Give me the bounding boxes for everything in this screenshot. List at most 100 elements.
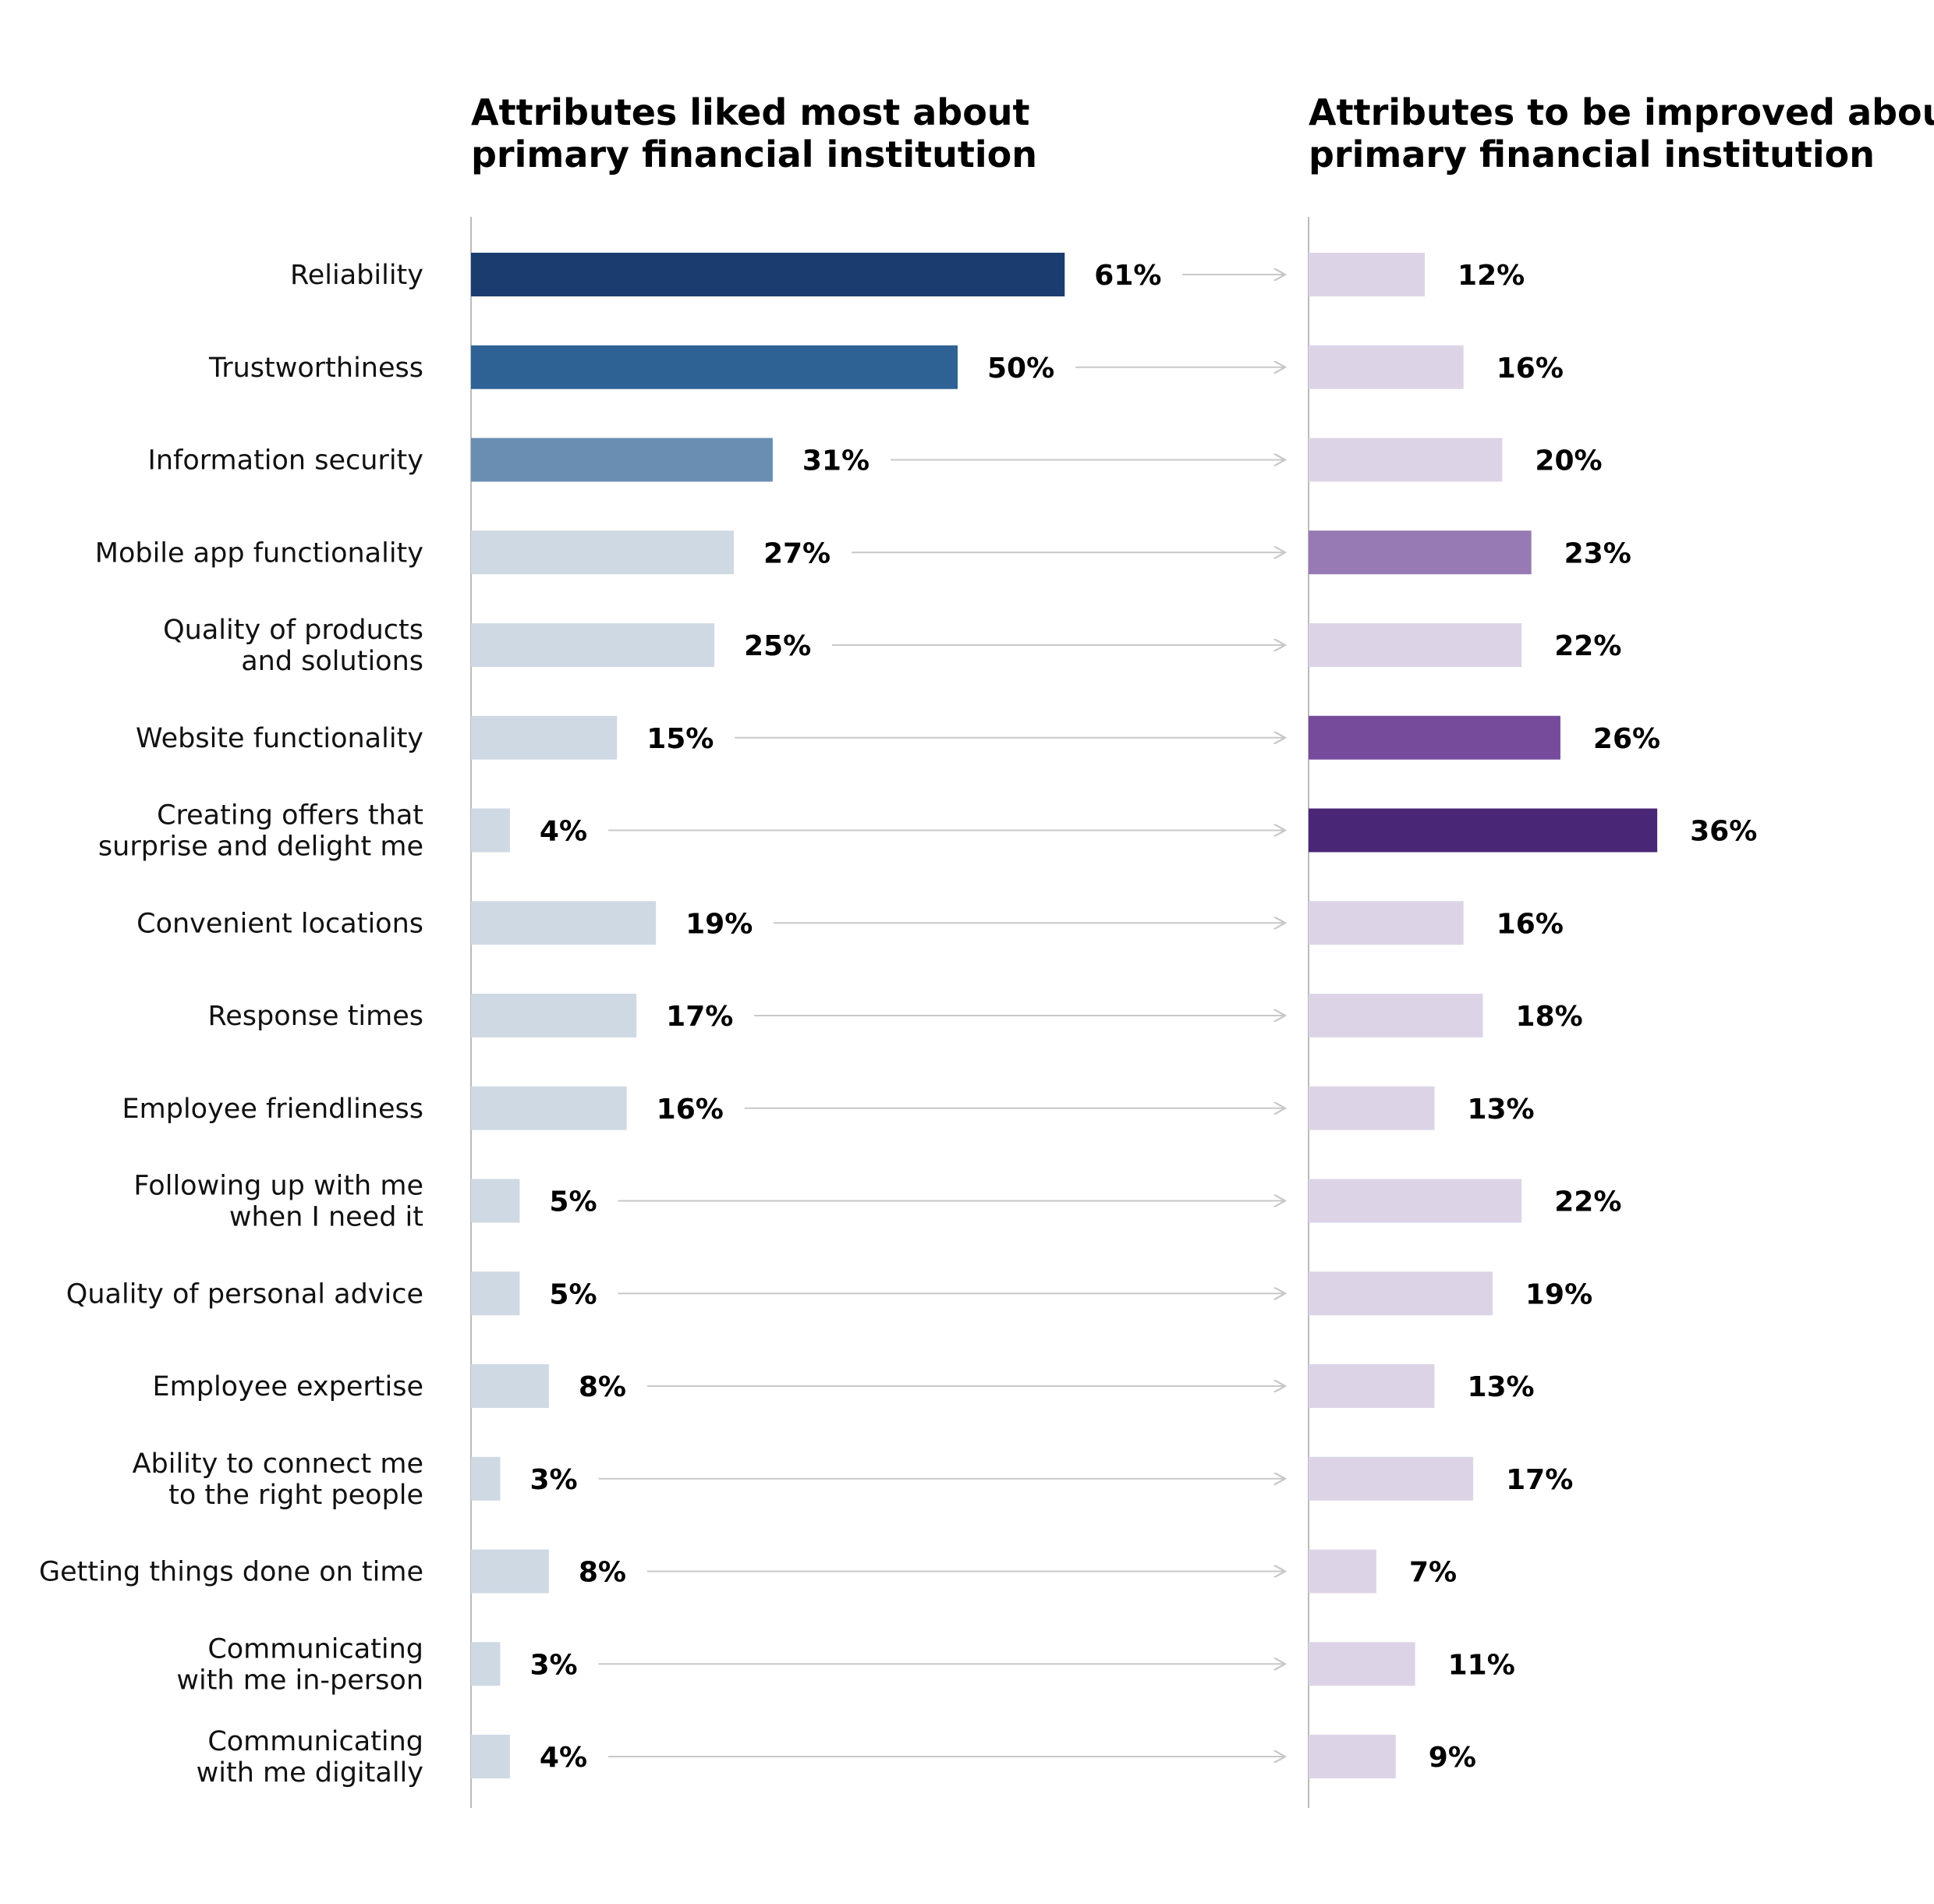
improve-value-label: 13%	[1467, 1371, 1534, 1403]
category-label: Information security	[148, 445, 423, 477]
category-label-line: Following up with me	[133, 1171, 423, 1202]
liked-value-label: 25%	[744, 630, 811, 662]
category-label-line: Getting things done on time	[39, 1557, 423, 1588]
left-chart-title-line-1: Attributes liked most about	[471, 91, 1030, 133]
category-label-line: Communicating	[207, 1726, 423, 1757]
liked-bar	[471, 1271, 520, 1316]
category-label-line: Communicating	[207, 1633, 423, 1665]
right-chart-title-line-1: Attributes to be improved about	[1309, 91, 1934, 133]
liked-value-label: 27%	[763, 537, 831, 569]
liked-bar	[471, 1179, 520, 1223]
liked-value-label: 17%	[666, 1001, 733, 1033]
improve-value-label: 9%	[1429, 1742, 1476, 1774]
improve-value-label: 22%	[1554, 1186, 1621, 1218]
right-chart-title-line-2: primary financial institution	[1309, 133, 1875, 176]
category-label-line: Employee friendliness	[122, 1094, 423, 1125]
liked-bar	[471, 901, 657, 945]
category-label-line: Quality of personal advice	[66, 1278, 423, 1310]
category-label-line: to the right people	[168, 1480, 423, 1511]
category-label: Communicating with me in-person	[176, 1633, 423, 1696]
category-label: Following up with me when I need it	[133, 1171, 423, 1233]
category-label: Creating offers that surprise and delight…	[98, 800, 423, 863]
liked-value-label: 3%	[530, 1649, 577, 1681]
improve-bar	[1309, 253, 1426, 296]
category-label: Ability to connect me to the right people	[133, 1448, 423, 1511]
category-label-line: Employee expertise	[153, 1371, 423, 1402]
liked-bar	[471, 1456, 501, 1501]
liked-bar	[471, 623, 714, 667]
liked-value-label: 4%	[540, 1742, 587, 1774]
liked-value-label: 8%	[579, 1557, 626, 1589]
category-label: Reliability	[290, 260, 423, 291]
liked-bar	[471, 530, 734, 575]
category-label: Quality of products and solutions	[163, 615, 423, 677]
improve-bar	[1309, 994, 1483, 1037]
category-label-line: Website functionality	[136, 723, 423, 754]
liked-value-label: 50%	[987, 353, 1054, 385]
category-label-line: and solutions	[241, 646, 423, 677]
category-label: Convenient locations	[136, 908, 423, 939]
improve-value-label: 19%	[1525, 1278, 1592, 1310]
improve-bar	[1309, 1271, 1493, 1316]
improve-value-label: 26%	[1593, 723, 1660, 755]
category-label-line: with me digitally	[197, 1757, 423, 1789]
liked-bar	[471, 715, 618, 760]
liked-value-label: 5%	[549, 1278, 597, 1310]
category-label-line: Convenient locations	[136, 908, 423, 939]
liked-value-label: 31%	[802, 445, 870, 477]
liked-bar	[471, 994, 637, 1037]
improve-bar	[1309, 345, 1464, 389]
liked-value-label: 19%	[685, 908, 753, 940]
category-label-line: when I need it	[229, 1202, 423, 1233]
category-label-line: with me in-person	[176, 1665, 423, 1696]
category-label-line: Information security	[148, 445, 423, 477]
improve-value-label: 11%	[1448, 1649, 1515, 1681]
category-label-line: Trustworthiness	[208, 353, 423, 384]
improve-bar	[1309, 1735, 1396, 1778]
improve-bar	[1309, 715, 1560, 760]
liked-value-label: 4%	[540, 816, 587, 848]
liked-bar	[471, 1642, 501, 1686]
liked-value-label: 8%	[579, 1371, 626, 1403]
category-label: Response times	[207, 1001, 423, 1032]
improve-bar	[1309, 901, 1464, 945]
category-label-line: Mobile app functionality	[95, 537, 423, 569]
category-label: Trustworthiness	[208, 353, 423, 384]
improve-bar	[1309, 1086, 1435, 1130]
liked-bar	[471, 253, 1065, 296]
category-label: Quality of personal advice	[66, 1278, 423, 1310]
category-label: Employee friendliness	[122, 1094, 423, 1125]
liked-bar	[471, 1364, 549, 1408]
improve-value-label: 18%	[1516, 1001, 1583, 1033]
liked-bar	[471, 1086, 627, 1130]
category-label-line: surprise and delight me	[98, 831, 423, 863]
liked-value-label: 3%	[530, 1464, 577, 1496]
improve-value-label: 12%	[1458, 260, 1525, 292]
improve-bar	[1309, 1549, 1376, 1594]
category-label-line: Reliability	[290, 260, 423, 291]
category-label: Employee expertise	[153, 1371, 423, 1402]
liked-value-label: 16%	[657, 1094, 724, 1126]
improve-value-label: 7%	[1409, 1557, 1457, 1589]
category-label: Website functionality	[136, 723, 423, 754]
improve-bar	[1309, 1642, 1415, 1686]
liked-bar	[471, 1549, 549, 1594]
category-label: Communicating with me digitally	[197, 1726, 423, 1789]
improve-bar	[1309, 1179, 1522, 1223]
liked-bar	[471, 808, 510, 853]
improve-bar	[1309, 438, 1503, 482]
improve-value-label: 20%	[1535, 445, 1602, 477]
improve-value-label: 22%	[1554, 630, 1621, 662]
liked-bar	[471, 345, 958, 389]
improve-value-label: 36%	[1690, 816, 1757, 848]
improve-bar	[1309, 1456, 1474, 1501]
improve-bar	[1309, 808, 1658, 853]
improve-value-label: 17%	[1506, 1464, 1573, 1496]
category-label-line: Quality of products	[163, 615, 423, 646]
category-label-line: Response times	[207, 1001, 423, 1032]
improve-bar	[1309, 530, 1532, 575]
category-label-line: Creating offers that	[157, 800, 423, 831]
category-label: Getting things done on time	[39, 1557, 423, 1588]
liked-value-label: 15%	[646, 723, 714, 755]
